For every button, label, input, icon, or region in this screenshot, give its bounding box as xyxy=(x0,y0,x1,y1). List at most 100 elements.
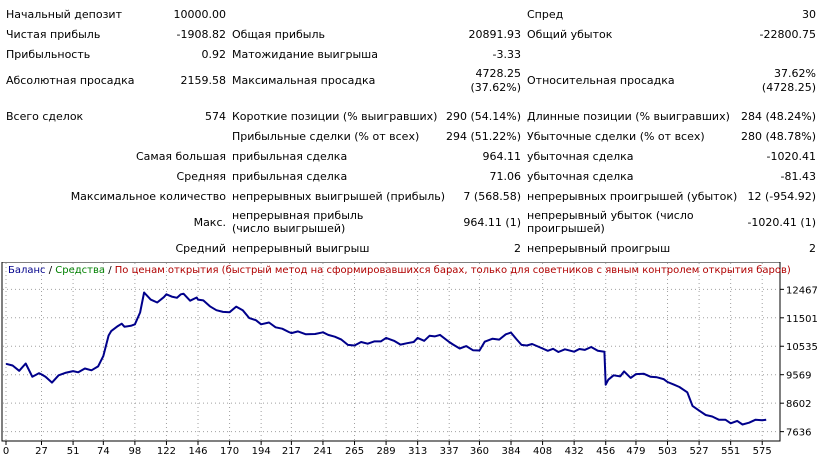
max-consecutive-amount-label: Макс. xyxy=(193,216,226,229)
y-tick-label: 12467 xyxy=(786,285,818,296)
legend-equity: Средства xyxy=(55,265,106,276)
x-tick-label: 0 xyxy=(3,446,9,457)
x-tick-label: 479 xyxy=(626,446,645,457)
chart-frame xyxy=(1,261,781,442)
max-consecutive-profit-value: 964.11 (1) xyxy=(463,216,521,229)
largest-profit-label: прибыльная сделка xyxy=(232,150,348,163)
average-label: Средняя xyxy=(176,170,226,183)
test-results-table: Начальный депозит 10000.00 Спред 30 Чист… xyxy=(6,8,816,255)
x-tick-label: 551 xyxy=(721,446,740,457)
loss-trades-value: 280 (48.78%) xyxy=(740,130,816,143)
max-consecutive-wins-value: 7 (568.58) xyxy=(463,190,521,203)
max-consecutive-profit-label: непрерывная прибыль (число выигрышей) xyxy=(232,209,364,235)
maximal-drawdown-label: Максимальная просадка xyxy=(232,74,376,87)
max-consecutive-loss-label: непрерывный убыток (число проигрышей) xyxy=(527,209,694,235)
y-tick-label: 8602 xyxy=(786,399,811,410)
absolute-drawdown-label: Абсолютная просадка xyxy=(6,74,135,87)
x-tick-label: 527 xyxy=(690,446,709,457)
max-consecutive-losses-label: непрерывных проигрышей (убыток) xyxy=(527,190,738,203)
relative-drawdown-amount: (4728.25) xyxy=(761,81,816,94)
y-tick-label: 11501 xyxy=(786,314,818,325)
x-tick-label: 217 xyxy=(282,446,301,457)
x-tick-label: 289 xyxy=(377,446,396,457)
balance-series-line xyxy=(5,291,767,426)
x-tick-label: 313 xyxy=(408,446,427,457)
largest-label: Самая большая xyxy=(135,150,226,163)
average-loss-label: убыточная сделка xyxy=(527,170,634,183)
net-profit-value: -1908.82 xyxy=(176,28,226,41)
legend-separator-2: / xyxy=(105,265,115,276)
relative-drawdown-value: 37.62% xyxy=(774,67,816,80)
chart-legend: Баланс / Средства / По ценам открытия (б… xyxy=(8,265,791,276)
x-tick-label: 98 xyxy=(129,446,142,457)
long-positions-value: 284 (48.24%) xyxy=(740,110,816,123)
x-tick-label: 122 xyxy=(157,446,176,457)
y-tick-label: 9569 xyxy=(786,371,811,382)
x-tick-label: 74 xyxy=(97,446,110,457)
x-tick-label: 27 xyxy=(35,446,48,457)
average-loss-value: -81.43 xyxy=(780,170,816,183)
spread-value: 30 xyxy=(802,8,816,21)
chart-series-layer xyxy=(5,291,767,426)
gross-profit-value: 20891.93 xyxy=(468,28,522,41)
x-tick-label: 503 xyxy=(658,446,677,457)
x-tick-label: 51 xyxy=(67,446,80,457)
max-consecutive-loss-value: -1020.41 (1) xyxy=(747,216,816,229)
y-tick-label: 7636 xyxy=(786,428,811,439)
relative-drawdown-label: Относительная просадка xyxy=(527,74,675,87)
y-axis-ticks: 12467 11501 10535 9569 8602 7636 xyxy=(780,285,818,439)
avg-consecutive-wins-label: непрерывный выигрыш xyxy=(232,242,370,255)
short-positions-label: Короткие позиции (% выигравших) xyxy=(232,110,438,123)
avg-consecutive-label: Средний xyxy=(175,242,226,255)
balance-chart-svg: 0 27 51 74 98 122 146 170 194 217 241 265 289 313 337 3… xyxy=(1,261,818,457)
x-axis-ticks: 0 27 51 74 98 122 146 170 194 217 241 265 289 313 337 3… xyxy=(3,441,772,457)
avg-consecutive-losses-value: 2 xyxy=(809,242,816,255)
legend-separator-1: / xyxy=(45,265,56,276)
x-tick-label: 241 xyxy=(313,446,332,457)
x-tick-label: 337 xyxy=(440,446,459,457)
y-tick-label: 10535 xyxy=(786,342,818,353)
x-tick-label: 194 xyxy=(252,446,271,457)
legend-balance: Баланс xyxy=(8,265,46,276)
x-tick-label: 360 xyxy=(470,446,489,457)
gross-loss-label: Общий убыток xyxy=(527,28,613,41)
profit-trades-label: Прибыльные сделки (% от всех) xyxy=(232,130,420,143)
gross-profit-label: Общая прибыль xyxy=(232,28,325,41)
loss-trades-label: Убыточные сделки (% от всех) xyxy=(527,130,705,143)
profit-factor-label: Прибыльность xyxy=(6,48,91,61)
max-consecutive-wins-label: непрерывных выигрышей (прибыль) xyxy=(232,190,446,203)
max-consecutive-losses-value: 12 (-954.92) xyxy=(747,190,816,203)
x-tick-label: 265 xyxy=(345,446,364,457)
x-tick-label: 456 xyxy=(596,446,615,457)
expected-payoff-value: -3.33 xyxy=(492,48,521,61)
legend-modelling-note: По ценам открытия (быстрый метод на сфор… xyxy=(114,265,791,276)
balance-chart: 0 27 51 74 98 122 146 170 194 217 241 265 289 313 337 3… xyxy=(0,261,838,463)
gross-loss-value: -22800.75 xyxy=(759,28,816,41)
chart-grid xyxy=(3,263,779,441)
max-consecutive-label: Максимальное количество xyxy=(70,190,226,203)
total-trades-label: Всего сделок xyxy=(6,110,84,123)
maximal-drawdown-percent: (37.62%) xyxy=(470,81,521,94)
x-tick-label: 408 xyxy=(533,446,552,457)
profit-factor-value: 0.92 xyxy=(201,48,227,61)
largest-loss-value: -1020.41 xyxy=(766,150,816,163)
x-tick-label: 170 xyxy=(220,446,239,457)
profit-trades-value: 294 (51.22%) xyxy=(445,130,521,143)
x-tick-label: 384 xyxy=(501,446,520,457)
absolute-drawdown-value: 2159.58 xyxy=(180,74,227,87)
average-profit-label: прибыльная сделка xyxy=(232,170,348,183)
total-trades-value: 574 xyxy=(205,110,226,123)
largest-profit-value: 964.11 xyxy=(482,150,522,163)
net-profit-label: Чистая прибыль xyxy=(6,28,101,41)
expected-payoff-label: Матожидание выигрыша xyxy=(232,48,378,61)
x-tick-label: 432 xyxy=(565,446,584,457)
x-tick-label: 575 xyxy=(753,446,772,457)
x-tick-label: 146 xyxy=(188,446,207,457)
spread-label: Спред xyxy=(527,8,564,21)
largest-loss-label: убыточная сделка xyxy=(527,150,634,163)
average-profit-value: 71.06 xyxy=(489,170,522,183)
long-positions-label: Длинные позиции (% выигравших) xyxy=(527,110,730,123)
initial-deposit-label: Начальный депозит xyxy=(6,8,122,21)
avg-consecutive-losses-label: непрерывный проигрыш xyxy=(527,242,671,255)
avg-consecutive-wins-value: 2 xyxy=(514,242,521,255)
